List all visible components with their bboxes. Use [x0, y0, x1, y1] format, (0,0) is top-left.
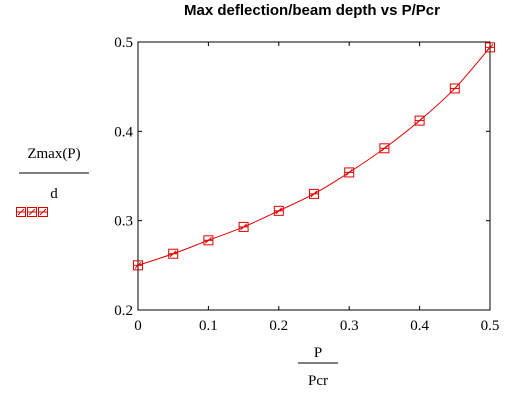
- data-point-marker: [379, 143, 390, 154]
- y-axis-label: Zmax(P) d: [19, 146, 89, 202]
- y-axis-label-denominator: d: [50, 186, 58, 202]
- data-point-marker: [133, 260, 143, 271]
- y-axis-label-numerator: Zmax(P): [27, 146, 80, 162]
- y-tick-label: 0.4: [114, 124, 133, 140]
- x-axis-label-denominator: Pcr: [308, 373, 328, 389]
- y-tick-label: 0.2: [114, 303, 133, 319]
- x-axis-label: P Pcr: [298, 345, 338, 389]
- x-tick-label: 0.1: [199, 318, 218, 334]
- legend-marker: [16, 207, 26, 217]
- series-group: [133, 42, 495, 271]
- x-axis-label-numerator: P: [314, 345, 322, 361]
- legend-marker: [38, 207, 48, 217]
- x-tick-label: 0.4: [410, 318, 429, 334]
- y-axis-ticks: 0.2 0.3 0.4 0.5: [114, 35, 490, 319]
- data-point-marker: [203, 235, 214, 246]
- x-tick-label: 0.2: [269, 318, 288, 334]
- data-point-marker: [273, 205, 284, 216]
- x-tick-label: 0.5: [481, 318, 500, 334]
- y-tick-label: 0.5: [114, 35, 133, 51]
- x-tick-label: 0: [134, 318, 142, 334]
- chart-title: Max deflection/beam depth vs P/Pcr: [184, 2, 440, 19]
- plot-frame: [137, 41, 491, 311]
- data-point-marker: [344, 167, 355, 178]
- y-tick-label: 0.3: [114, 214, 133, 230]
- x-tick-label: 0.3: [340, 318, 359, 334]
- legend-marker: [27, 207, 37, 217]
- data-point-marker: [485, 42, 495, 53]
- data-point-marker: [168, 248, 179, 259]
- series-line: [137, 47, 491, 266]
- data-point-marker: [238, 221, 249, 232]
- series-legend-markers: [16, 207, 48, 217]
- x-axis-ticks: 0 0.1 0.2 0.3 0.4 0.5: [134, 42, 499, 334]
- data-point-marker: [449, 83, 460, 94]
- data-point-marker: [309, 188, 319, 199]
- data-point-marker: [414, 115, 425, 126]
